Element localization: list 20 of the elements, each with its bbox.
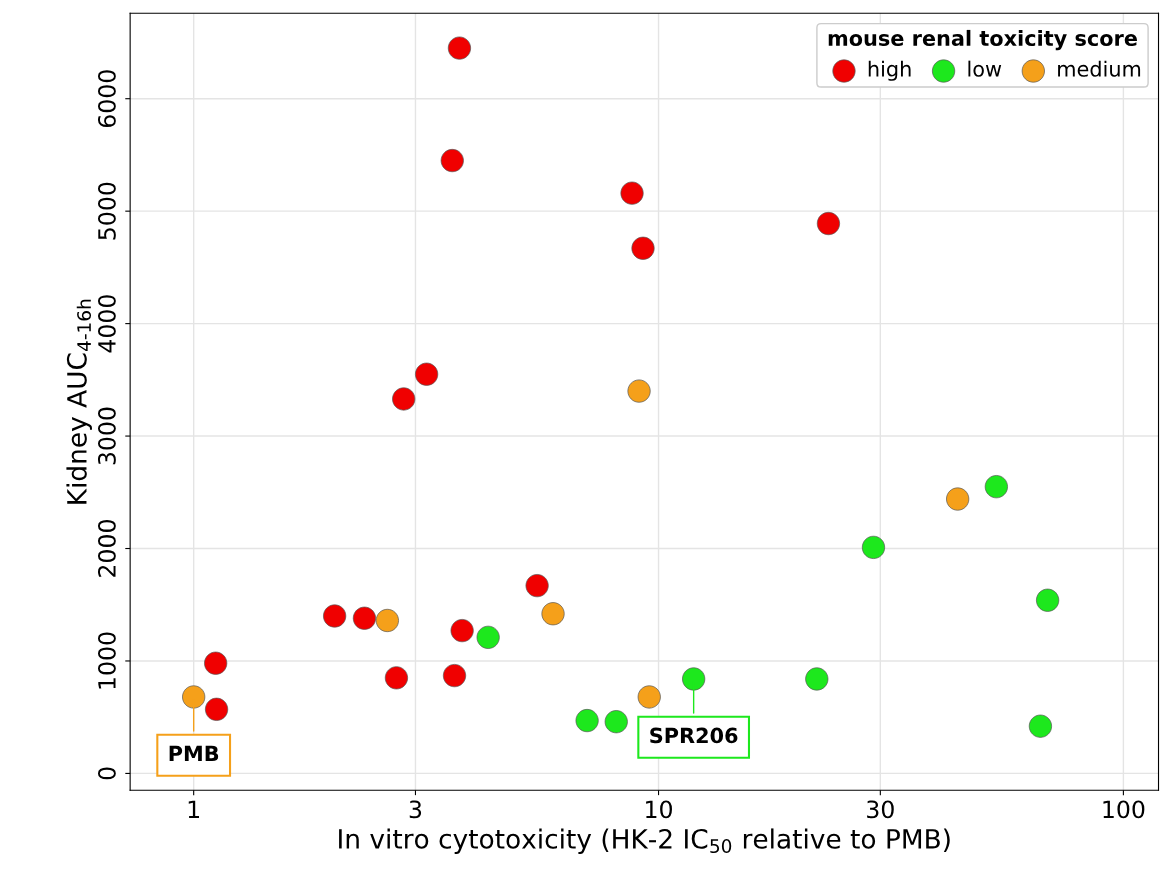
- y-tick-label: 1000: [97, 632, 116, 689]
- y-tick-label: 0: [97, 767, 116, 780]
- y-tick-label: 6000: [97, 70, 116, 128]
- x-tick-label: 100: [1103, 800, 1145, 819]
- legend-label: low: [968, 60, 1002, 77]
- x-tick-label: 30: [867, 800, 894, 819]
- y-tick-label: 4000: [97, 295, 116, 353]
- x-tick-label: 1: [188, 800, 200, 818]
- x-axis-title: In vitro cytotoxicity (HK-2 IC$_{50}$ relative to PMB): [339, 828, 950, 854]
- x-tick-label: 10: [646, 800, 672, 819]
- y-axis-title: Kidney AUC$_{4-16h}$: [66, 299, 92, 504]
- x-tick-label: 3: [409, 800, 422, 819]
- legend-label: high: [868, 60, 911, 81]
- y-tick-label: 2000: [97, 520, 116, 577]
- y-tick-label: 5000: [97, 182, 116, 240]
- legend-title: mouse renal toxicity score: [828, 29, 1137, 51]
- annotation: SPR206: [650, 727, 738, 744]
- legend-label: medium: [1058, 60, 1141, 77]
- y-tick-label: 3000: [97, 407, 116, 465]
- annotation: PMB: [169, 745, 219, 762]
